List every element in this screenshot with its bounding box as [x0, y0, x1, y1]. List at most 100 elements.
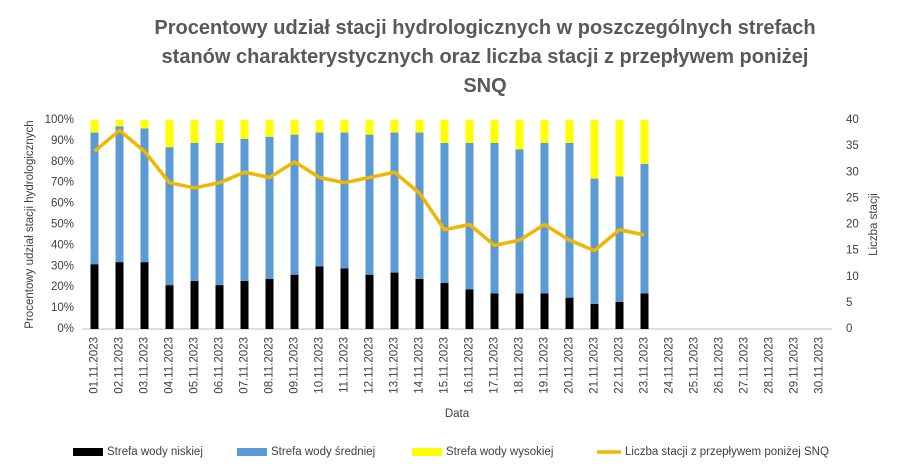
y2-tick-label: 10 — [846, 271, 859, 283]
x-axis-title: Data — [445, 408, 470, 420]
bar-segment — [365, 274, 374, 329]
bar-segment — [190, 280, 199, 329]
y-axis-title: Procentowy udział stacji hydrologicznych — [24, 120, 36, 328]
y-tick-label: 10% — [51, 302, 74, 314]
x-tick-label: 08.11.2023 — [264, 337, 276, 394]
x-tick-label: 18.11.2023 — [514, 337, 526, 394]
x-tick-label: 13.11.2023 — [389, 337, 401, 394]
x-tick-label: 01.11.2023 — [89, 337, 101, 394]
x-tick-label: 09.11.2023 — [289, 337, 301, 394]
bar-segment — [565, 142, 574, 298]
x-tick-label: 10.11.2023 — [314, 337, 326, 394]
y-tick-label: 40% — [51, 239, 74, 251]
bar-segment — [290, 120, 299, 135]
bar-segment — [115, 262, 124, 329]
y2-tick-label: 30 — [846, 166, 859, 178]
bar-segment — [115, 120, 124, 127]
legend-swatch — [412, 448, 442, 456]
bar-segment — [190, 120, 199, 143]
x-tick-label: 28.11.2023 — [764, 337, 776, 394]
bar-segment — [540, 142, 549, 294]
bar-segment — [240, 280, 249, 329]
bar-segment — [90, 120, 99, 133]
bar-segment — [90, 264, 99, 329]
bar-segment — [240, 138, 249, 281]
x-tick-label: 15.11.2023 — [439, 337, 451, 394]
x-tick-label: 06.11.2023 — [214, 337, 226, 394]
y-tick-label: 80% — [51, 156, 74, 168]
chart-title: Procentowy udział stacji hydrologicznych… — [154, 17, 816, 97]
bar-segment — [365, 120, 374, 135]
legend-label: Strefa wody niskiej — [107, 446, 203, 458]
bar-segment — [140, 120, 149, 129]
x-tick-label: 14.11.2023 — [414, 337, 426, 394]
bar-segment — [515, 149, 524, 294]
bar-segment — [640, 163, 649, 294]
bar-segment — [490, 293, 499, 329]
bar-segment — [440, 120, 449, 143]
bar-segment — [115, 126, 124, 263]
bar-segment — [415, 132, 424, 279]
bar-segment — [140, 128, 149, 263]
bar-segment — [265, 120, 274, 137]
y-tick-label: 90% — [51, 135, 74, 147]
y-tick-label: 100% — [45, 114, 74, 126]
x-tick-label: 25.11.2023 — [689, 337, 701, 394]
bar-segment — [265, 136, 274, 279]
bar-segment — [465, 142, 474, 290]
bar-segment — [390, 132, 399, 273]
x-tick-label: 16.11.2023 — [464, 337, 476, 394]
bar-segment — [315, 132, 324, 267]
x-tick-label: 02.11.2023 — [114, 337, 126, 394]
bar-segment — [465, 289, 474, 329]
x-tick-label: 11.11.2023 — [339, 337, 351, 393]
bar-segment — [490, 120, 499, 143]
x-tick-label: 20.11.2023 — [564, 337, 576, 394]
bar-segment — [590, 120, 599, 179]
bar-segment — [465, 120, 474, 143]
bar-segment — [490, 142, 499, 294]
y-tick-label: 50% — [51, 219, 74, 231]
x-tick-label: 29.11.2023 — [789, 337, 801, 394]
y-tick-label: 60% — [51, 198, 74, 210]
bar-segment — [415, 120, 424, 133]
bar-segment — [240, 120, 249, 139]
legend-swatch — [237, 448, 267, 456]
bar-segment — [590, 178, 599, 304]
bar-segment — [215, 142, 224, 286]
y-tick-label: 0% — [57, 323, 74, 335]
y2-tick-label: 15 — [846, 245, 859, 257]
legend-swatch — [73, 448, 103, 456]
bar-segment — [140, 262, 149, 329]
bar-segment — [415, 278, 424, 329]
legend-label: Strefa wody średniej — [271, 446, 375, 458]
y-tick-label: 30% — [51, 260, 74, 272]
bar-segment — [340, 268, 349, 329]
bar-segment — [290, 134, 299, 275]
legend-label: Strefa wody wysokiej — [446, 446, 553, 458]
y2-tick-label: 0 — [846, 323, 852, 335]
bar-segment — [215, 285, 224, 329]
x-tick-label: 19.11.2023 — [539, 337, 551, 394]
bar-segment — [640, 120, 649, 164]
bar-segment — [390, 272, 399, 329]
bar-segment — [590, 303, 599, 329]
bar-segment — [365, 134, 374, 275]
bar-segment — [315, 266, 324, 329]
bar-segment — [565, 297, 574, 329]
x-tick-label: 21.11.2023 — [589, 337, 601, 394]
bar-segment — [340, 120, 349, 133]
bar-segment — [540, 120, 549, 143]
y-tick-label: 20% — [51, 281, 74, 293]
bar-segment — [515, 120, 524, 150]
bar-segment — [565, 120, 574, 143]
y2-tick-label: 25 — [846, 192, 859, 204]
x-tick-label: 17.11.2023 — [489, 337, 501, 394]
bar-segment — [215, 120, 224, 143]
bar-segment — [440, 142, 449, 284]
bar-segment — [615, 120, 624, 177]
bar-segment — [615, 301, 624, 329]
x-tick-label: 30.11.2023 — [814, 337, 826, 394]
